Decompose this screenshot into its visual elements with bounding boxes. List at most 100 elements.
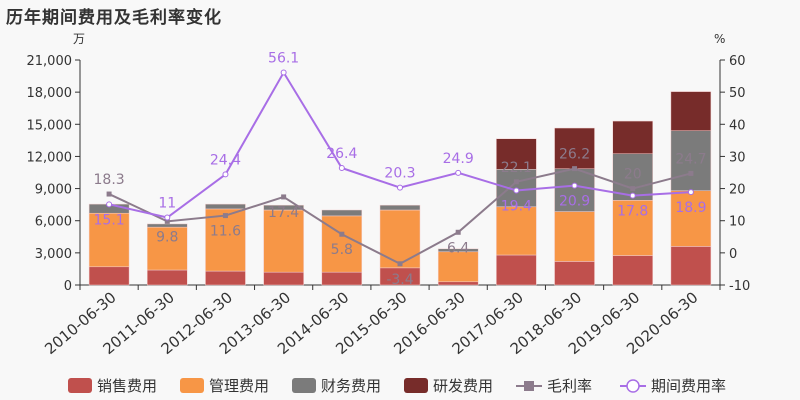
- point-期间费用率: [222, 171, 229, 178]
- data-label-毛利率: 20: [624, 167, 642, 183]
- right-tick-label: 60: [729, 54, 746, 69]
- bar-财务费用: [554, 168, 595, 212]
- bar-管理费用: [379, 209, 421, 269]
- data-label-毛利率: 6.4: [447, 240, 469, 256]
- point-期间费用率: [280, 69, 287, 76]
- point-毛利率: [339, 231, 345, 237]
- bar-财务费用: [379, 204, 421, 211]
- left-tick-label: 18,000: [27, 86, 73, 101]
- bar-管理费用: [263, 209, 304, 273]
- legend-marker: [626, 379, 640, 393]
- bar-财务费用: [670, 130, 712, 191]
- right-tick-label: 20: [729, 183, 746, 198]
- data-label-期间费用率: 20.3: [384, 166, 415, 182]
- data-label-期间费用率: 18.9: [675, 200, 706, 216]
- bar-销售费用: [554, 261, 595, 286]
- point-毛利率: [222, 213, 228, 219]
- bar-财务费用: [147, 223, 188, 228]
- point-期间费用率: [455, 169, 462, 176]
- bar-研发费用: [612, 120, 653, 154]
- data-label-毛利率: 5.8: [331, 242, 353, 258]
- bar-管理费用: [670, 190, 712, 247]
- bar-销售费用: [437, 281, 479, 286]
- point-期间费用率: [687, 189, 694, 196]
- point-期间费用率: [571, 182, 578, 189]
- data-label-毛利率: 24.7: [675, 151, 706, 167]
- left-tick-label: 12,000: [27, 150, 73, 165]
- line-期间费用率: [108, 70, 691, 219]
- point-期间费用率: [629, 192, 636, 199]
- bar-财务费用: [205, 203, 246, 210]
- bar-管理费用: [612, 200, 653, 256]
- right-tick-label: -10: [729, 279, 750, 294]
- chart-title: 历年期间费用及毛利率变化: [6, 8, 222, 28]
- right-tick-label: 40: [729, 118, 746, 133]
- point-毛利率: [164, 218, 170, 224]
- point-毛利率: [281, 194, 287, 200]
- data-label-毛利率: -3.4: [386, 272, 413, 288]
- right-tick-label: 30: [729, 150, 746, 165]
- point-期间费用率: [338, 165, 345, 171]
- bar-管理费用: [205, 208, 246, 272]
- left-tick-label: 6,000: [35, 215, 72, 230]
- bar-销售费用: [496, 254, 537, 286]
- data-label-期间费用率: 56.1: [268, 51, 299, 67]
- data-label-期间费用率: 15.1: [94, 212, 125, 228]
- left-tick-label: 21,000: [27, 54, 73, 69]
- point-期间费用率: [513, 187, 520, 194]
- bar-研发费用: [670, 91, 712, 131]
- right-tick-label: 50: [729, 86, 746, 101]
- point-期间费用率: [397, 184, 403, 191]
- right-tick-label: 0: [729, 247, 737, 262]
- right-tick-label: 10: [729, 215, 746, 230]
- point-毛利率: [455, 229, 461, 235]
- left-tick-label: 15,000: [27, 118, 73, 133]
- bar-财务费用: [321, 209, 363, 217]
- data-label-期间费用率: 11: [158, 196, 176, 212]
- point-毛利率: [688, 170, 694, 176]
- left-tick-label: 9,000: [35, 183, 72, 198]
- legend-label: 期间费用率: [651, 377, 726, 395]
- legend-marker: [524, 381, 534, 391]
- data-label-期间费用率: 24.4: [210, 152, 241, 168]
- left-tick-label: 3,000: [35, 247, 72, 262]
- data-label-期间费用率: 19.4: [501, 199, 532, 215]
- bar-管理费用: [437, 251, 479, 283]
- legend-swatch: [404, 378, 428, 393]
- point-期间费用率: [164, 214, 171, 221]
- bar-销售费用: [670, 246, 712, 286]
- legend-label: 毛利率: [547, 377, 592, 395]
- legend-swatch: [180, 378, 204, 393]
- left-unit-label: 万: [73, 32, 85, 46]
- point-毛利率: [572, 166, 578, 172]
- bar-财务费用: [263, 204, 304, 211]
- data-label-毛利率: 17.4: [268, 205, 299, 221]
- data-label-期间费用率: 17.8: [617, 204, 648, 220]
- legend-swatch: [292, 378, 316, 393]
- bar-销售费用: [263, 271, 304, 286]
- legend-label: 销售费用: [97, 377, 157, 395]
- bar-研发费用: [554, 127, 595, 170]
- bar-销售费用: [88, 266, 130, 286]
- bar-销售费用: [321, 271, 363, 286]
- data-label-毛利率: 18.3: [94, 172, 125, 188]
- data-label-毛利率: 11.6: [210, 224, 241, 240]
- bar-管理费用: [496, 206, 537, 256]
- legend-label: 管理费用: [209, 377, 269, 395]
- data-label-期间费用率: 20.9: [559, 194, 590, 210]
- point-毛利率: [513, 179, 519, 185]
- legend-label: 财务费用: [321, 377, 381, 395]
- data-label-毛利率: 22.1: [501, 160, 532, 176]
- legend-label: 研发费用: [433, 377, 493, 395]
- bar-销售费用: [147, 269, 188, 286]
- data-label-期间费用率: 24.9: [443, 151, 474, 167]
- bar-研发费用: [496, 138, 537, 170]
- bar-销售费用: [612, 255, 653, 286]
- point-期间费用率: [106, 201, 113, 208]
- bar-管理费用: [147, 226, 188, 271]
- point-毛利率: [106, 191, 112, 197]
- data-label-毛利率: 26.2: [559, 147, 590, 163]
- data-label-期间费用率: 26.4: [326, 146, 357, 162]
- bar-销售费用: [205, 270, 246, 286]
